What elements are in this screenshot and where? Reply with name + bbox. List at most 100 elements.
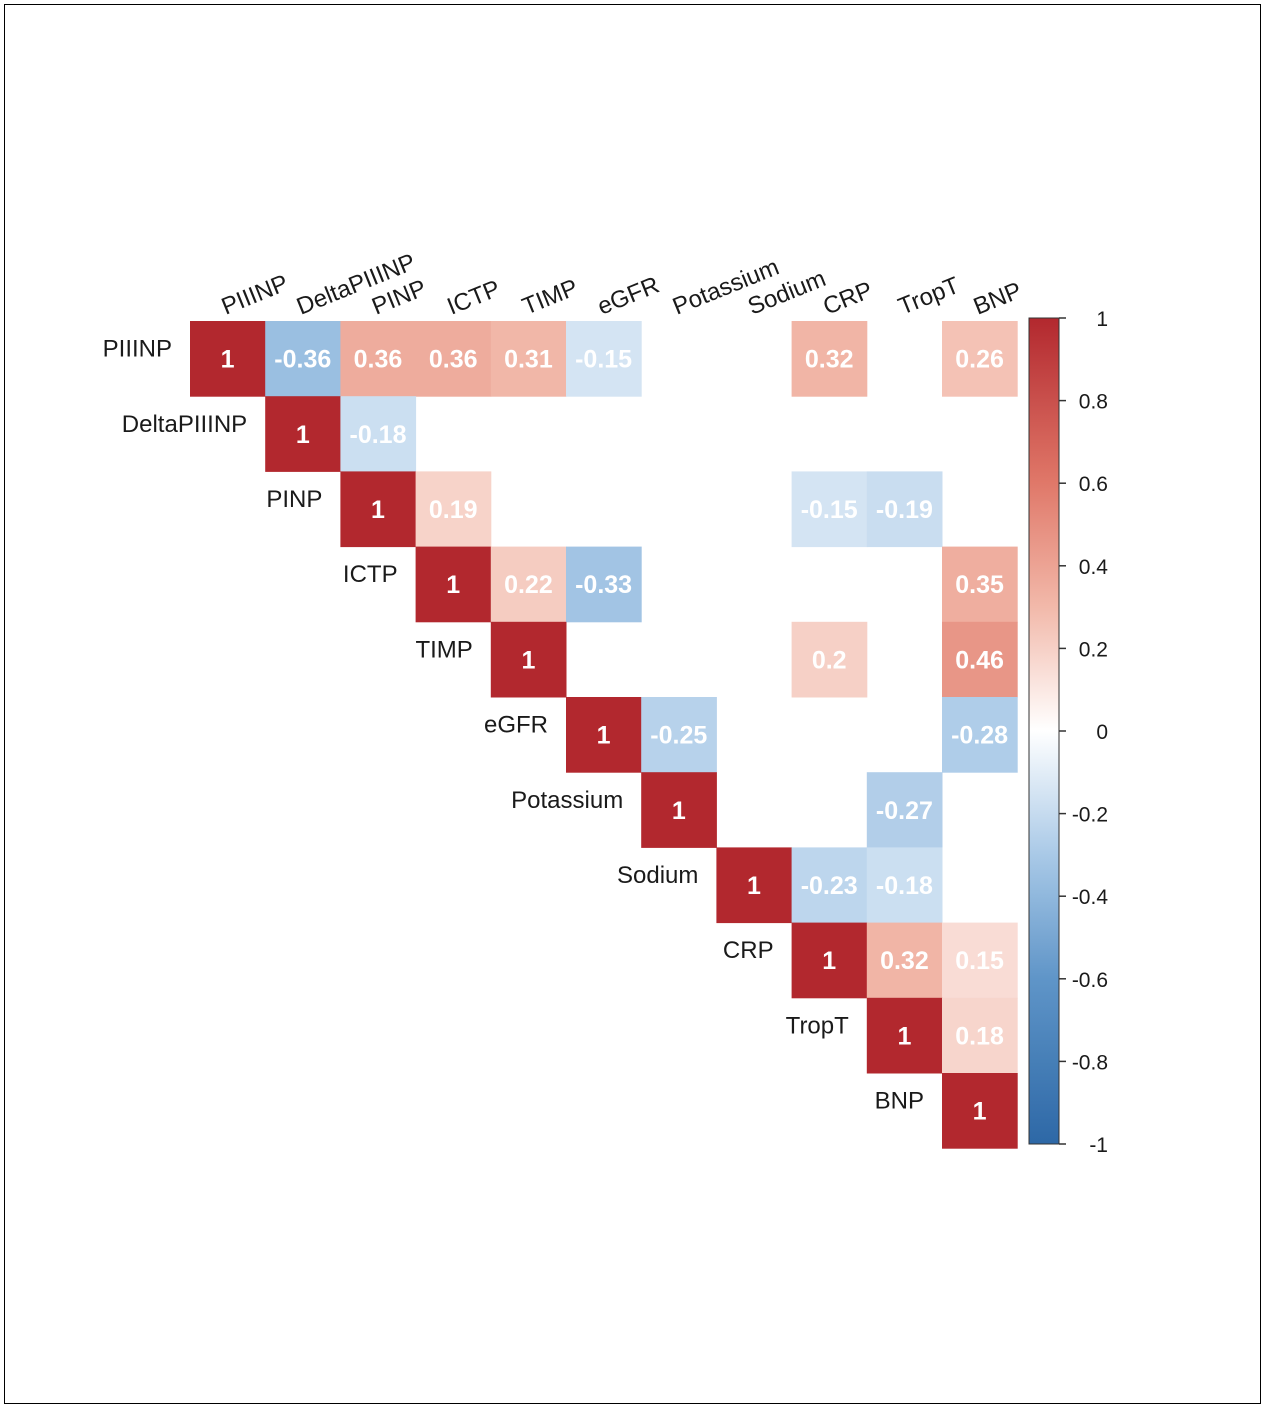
cell-value-label: 0.19 bbox=[429, 496, 478, 524]
heatmap-cell bbox=[415, 471, 492, 548]
cell-value-label: 0.2 bbox=[812, 646, 847, 674]
colorbar-tick-label: 1 bbox=[1096, 308, 1108, 331]
heatmap-cell bbox=[942, 621, 1018, 698]
cell-value-label: 0.31 bbox=[504, 346, 553, 374]
row-label: TIMP bbox=[415, 636, 472, 663]
heatmap-cell bbox=[866, 772, 943, 848]
heatmap-cell bbox=[340, 321, 417, 397]
cell-value-label: 0.35 bbox=[955, 571, 1004, 599]
heatmap-cell bbox=[791, 922, 868, 999]
heatmap-cell bbox=[942, 697, 1018, 773]
colorbar-tick-label: -1 bbox=[1089, 1134, 1108, 1157]
cell-value-label: -0.18 bbox=[876, 872, 933, 900]
colorbar-tick-label: -0.6 bbox=[1072, 969, 1108, 992]
heatmap-cell bbox=[791, 321, 868, 397]
colorbar-tick-label: -0.4 bbox=[1072, 886, 1109, 909]
colorbar-tick-label: -0.2 bbox=[1072, 804, 1108, 827]
column-label: ICTP bbox=[443, 275, 504, 321]
colorbar-tick-label: 0.8 bbox=[1079, 391, 1108, 414]
heatmap-cell bbox=[791, 471, 868, 548]
column-label: TIMP bbox=[519, 274, 582, 321]
column-label: PIIINP bbox=[218, 270, 292, 321]
cell-value-label: 1 bbox=[822, 947, 836, 975]
cell-value-label: -0.23 bbox=[801, 872, 858, 900]
cell-value-label: -0.28 bbox=[951, 722, 1008, 750]
column-label: TropT bbox=[895, 272, 964, 321]
heatmap-cell bbox=[942, 997, 1018, 1074]
heatmap-cell bbox=[866, 847, 943, 924]
cell-value-label: 1 bbox=[672, 797, 686, 825]
cell-value-label: 1 bbox=[221, 346, 235, 374]
heatmap-cell bbox=[566, 697, 642, 773]
cell-value-label: 1 bbox=[371, 496, 385, 524]
colorbar-tick-label: -0.8 bbox=[1072, 1051, 1108, 1074]
cell-value-label: 1 bbox=[597, 722, 611, 750]
heatmap-cell bbox=[942, 546, 1018, 623]
cell-value-label: -0.18 bbox=[350, 421, 407, 449]
cell-value-label: 1 bbox=[296, 421, 310, 449]
heatmap-cell bbox=[866, 997, 943, 1074]
heatmap-cell bbox=[566, 321, 642, 397]
colorbar-gradient bbox=[1028, 317, 1060, 1145]
cell-value-label: -0.27 bbox=[876, 797, 933, 825]
cell-value-label: -0.36 bbox=[274, 346, 331, 374]
colorbar-tick-label: 0.6 bbox=[1079, 473, 1108, 496]
row-label: ICTP bbox=[343, 561, 398, 588]
heatmap-cell bbox=[942, 922, 1018, 999]
cell-value-label: 0.36 bbox=[354, 346, 403, 374]
heatmap-cell bbox=[641, 772, 717, 848]
heatmap-cell bbox=[190, 321, 266, 397]
heatmap-cells: 1 -0.36 0.36 0.36 0.31 -0.15 0.32 0.26 1 -0.18 1 0.… bbox=[190, 321, 1018, 1149]
row-label: PIIINP bbox=[103, 336, 172, 363]
row-label: CRP bbox=[723, 937, 774, 964]
heatmap-cell bbox=[791, 847, 868, 924]
row-label: BNP bbox=[875, 1088, 924, 1115]
heatmap-cell bbox=[415, 321, 492, 397]
heatmap-cell bbox=[265, 396, 341, 472]
colorbar: 1 0.8 0.6 0.4 0.2 0 -0.2 -0.4 -0.6 -0.8 -1 bbox=[1028, 308, 1109, 1157]
cell-value-label: 0.15 bbox=[955, 947, 1004, 975]
cell-value-label: -0.19 bbox=[876, 496, 933, 524]
cell-value-label: 1 bbox=[747, 872, 761, 900]
heatmap-cell bbox=[265, 321, 341, 397]
cell-value-label: -0.25 bbox=[650, 722, 707, 750]
heatmap-cell bbox=[340, 396, 417, 472]
cell-value-label: 0.46 bbox=[955, 646, 1004, 674]
cell-value-label: 0.36 bbox=[429, 346, 478, 374]
cell-value-label: 1 bbox=[446, 571, 460, 599]
row-label: Sodium bbox=[617, 862, 698, 889]
heatmap-cell bbox=[942, 1073, 1018, 1149]
cell-value-label: 0.18 bbox=[955, 1022, 1004, 1050]
cell-value-label: 1 bbox=[897, 1022, 911, 1050]
cell-value-label: 0.26 bbox=[955, 346, 1004, 374]
row-label: PINP bbox=[266, 486, 322, 513]
heatmap-cell bbox=[566, 546, 642, 623]
heatmap-cell bbox=[490, 621, 567, 698]
heatmap-cell bbox=[716, 847, 793, 924]
heatmap-cell bbox=[415, 546, 492, 623]
column-label: CRP bbox=[819, 277, 876, 321]
colorbar-tick-label: 0 bbox=[1096, 721, 1108, 744]
cell-value-label: -0.15 bbox=[575, 346, 632, 374]
heatmap-cell bbox=[791, 621, 868, 698]
heatmap-cell bbox=[641, 697, 717, 773]
cell-value-label: 0.32 bbox=[880, 947, 929, 975]
cell-value-label: 1 bbox=[521, 646, 535, 674]
row-label: eGFR bbox=[484, 712, 548, 739]
cell-value-label: 0.22 bbox=[504, 571, 553, 599]
row-label: DeltaPIIINP bbox=[122, 411, 247, 438]
column-label: BNP bbox=[970, 277, 1026, 321]
heatmap-cell bbox=[490, 546, 567, 623]
heatmap-cell bbox=[942, 321, 1018, 397]
cell-value-label: 1 bbox=[973, 1098, 987, 1126]
cell-value-label: -0.15 bbox=[801, 496, 858, 524]
column-label: eGFR bbox=[594, 272, 663, 321]
heatmap-cell bbox=[866, 922, 943, 999]
row-label: TropT bbox=[786, 1012, 849, 1039]
colorbar-tick-label: 0.4 bbox=[1079, 556, 1109, 579]
heatmap-cell bbox=[340, 471, 417, 548]
heatmap-cell bbox=[866, 471, 943, 548]
cell-value-label: -0.33 bbox=[575, 571, 632, 599]
row-label: Potassium bbox=[511, 787, 623, 814]
